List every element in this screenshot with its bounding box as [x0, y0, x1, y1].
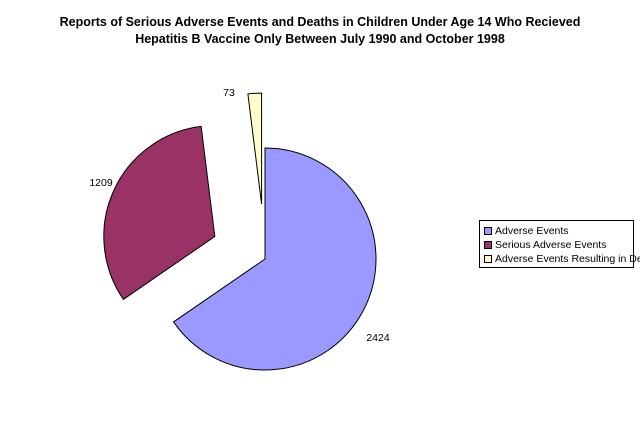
- legend-label-serious-adverse-events: Serious Adverse Events: [495, 239, 607, 251]
- chart-title-line2: Hepatitis B Vaccine Only Between July 19…: [135, 32, 505, 46]
- data-label-adverse-events: 2424: [366, 332, 390, 344]
- legend-swatch-death: [484, 255, 492, 263]
- chart-title-line1: Reports of Serious Adverse Events and De…: [59, 15, 581, 29]
- legend-swatch-serious-adverse-events: [484, 241, 492, 249]
- pie-slice-adverse-events: [172, 147, 377, 371]
- legend-item-adverse-events: Adverse Events: [484, 224, 633, 238]
- data-label-serious-adverse-events: 1209: [89, 177, 113, 189]
- data-label-death: 73: [223, 87, 235, 99]
- legend-label-death: Adverse Events Resulting in Death: [495, 253, 640, 265]
- legend-item-death: Adverse Events Resulting in Death: [484, 252, 640, 266]
- chart-legend: Adverse Events Serious Adverse Events Ad…: [479, 220, 640, 268]
- legend-label-adverse-events: Adverse Events: [495, 225, 569, 237]
- legend-item-serious-adverse-events: Serious Adverse Events: [484, 238, 633, 252]
- pie-slice-serious-adverse-events: [103, 125, 216, 301]
- legend-swatch-adverse-events: [484, 227, 492, 235]
- chart-title: Reports of Serious Adverse Events and De…: [0, 14, 640, 48]
- pie-slice-death: [247, 92, 263, 205]
